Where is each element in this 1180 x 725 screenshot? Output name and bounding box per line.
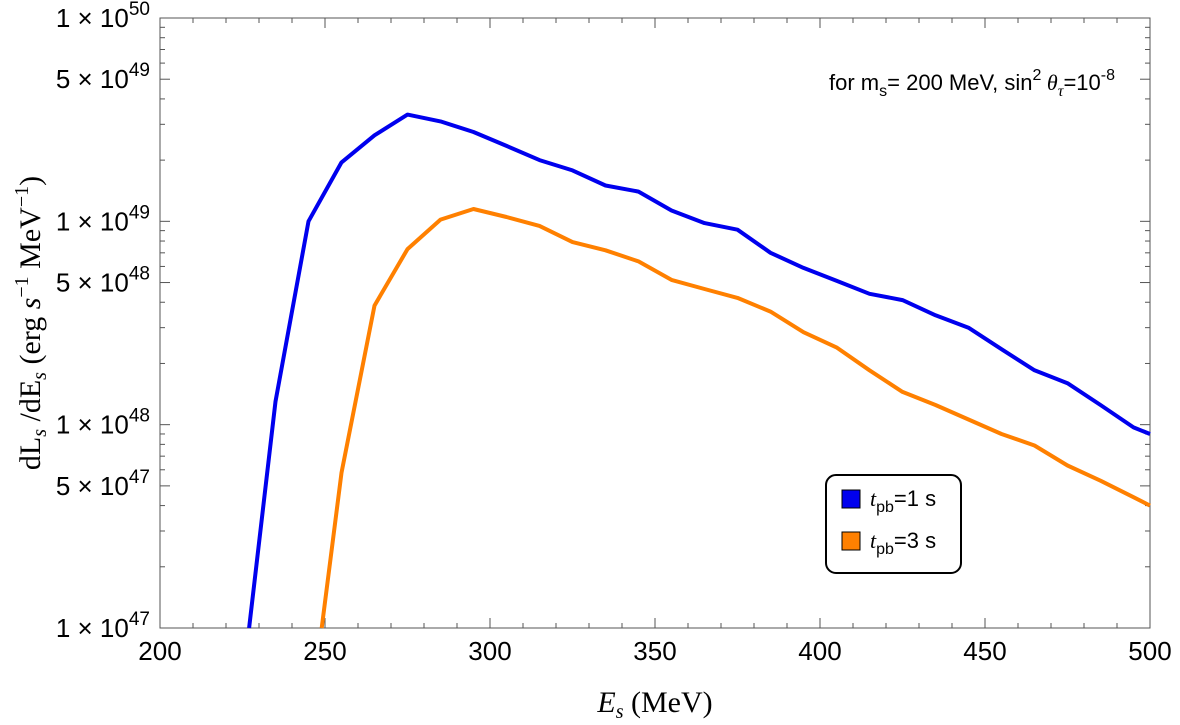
y-tick-label: 5 × 1048 xyxy=(56,264,150,298)
y-tick-label: 1 × 1047 xyxy=(56,609,150,643)
parameter-annotation: for ms= 200 MeV, sin2 θτ=10-8 xyxy=(829,67,1115,100)
legend-swatch-1s xyxy=(841,489,861,509)
x-tick-label: 500 xyxy=(1128,636,1171,666)
x-tick-label: 350 xyxy=(633,636,676,666)
x-axis-title: Es (MeV) xyxy=(596,686,712,723)
series-line-1s xyxy=(247,112,1151,629)
x-tick-label: 400 xyxy=(798,636,841,666)
x-axis-ticks: 200 250 300 350 400 450 500 xyxy=(138,18,1172,666)
y-axis-ticks: 1 × 1047 5 × 1047 1 × 1048 5 × 1048 1 × 1049… xyxy=(56,0,1150,643)
y-axis-title: dLs /dEs (erg s−1 MeV−1) xyxy=(11,176,51,470)
y-tick-label: 5 × 1049 xyxy=(56,60,150,94)
x-tick-label: 200 xyxy=(138,636,181,666)
y-tick-label: 1 × 1050 xyxy=(56,0,150,33)
legend-label-1s: tpb=1 s xyxy=(870,486,936,516)
x-tick-label: 300 xyxy=(468,636,511,666)
x-tick-label: 450 xyxy=(963,636,1006,666)
plot-frame xyxy=(159,17,1151,629)
legend-swatch-3s xyxy=(841,531,861,551)
series-lines xyxy=(247,112,1151,629)
y-tick-label: 1 × 1048 xyxy=(56,406,150,440)
legend: tpb=1 s tpb=3 s xyxy=(825,474,962,574)
series-line-3s xyxy=(319,207,1151,629)
y-tick-label: 1 × 1049 xyxy=(56,202,150,236)
x-tick-label: 250 xyxy=(303,636,346,666)
legend-label-3s: tpb=3 s xyxy=(870,528,936,558)
y-tick-label: 5 × 1047 xyxy=(56,467,150,501)
